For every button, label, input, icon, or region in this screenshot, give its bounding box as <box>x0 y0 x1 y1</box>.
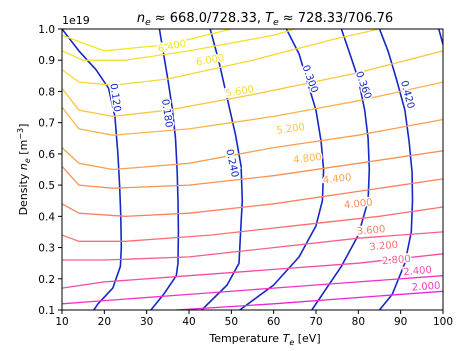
ne-contour-line-2.400 <box>62 253 443 289</box>
y-tick-label: 0.2 <box>38 274 55 286</box>
contour-label: 3.200 <box>369 240 398 253</box>
te-contour-line-0.420 <box>378 29 414 310</box>
ne-contour-line-5.600 <box>62 29 381 86</box>
contour-label: 6.000 <box>195 53 225 69</box>
axes-frame <box>61 28 444 311</box>
contour-label: 3.600 <box>356 224 385 237</box>
x-tick-label: 70 <box>309 316 322 328</box>
contour-label: 2.000 <box>411 281 440 294</box>
contour-label: 0.240 <box>223 148 240 178</box>
ne-contour-line-4.000 <box>62 150 443 189</box>
y-tick-label: 0.3 <box>38 243 55 255</box>
contour-lines <box>62 29 443 310</box>
ne-contour-line-4.800 <box>62 81 443 136</box>
te-contour-line-0.120 <box>62 29 123 310</box>
x-tick-label: 40 <box>182 316 195 328</box>
x-tick-label: 20 <box>98 316 111 328</box>
y-tick-label: 0.6 <box>38 149 55 161</box>
ne-contour-line <box>175 290 443 310</box>
y-tick-label: 0.4 <box>38 211 55 223</box>
contour-label: 2.400 <box>403 265 432 278</box>
y-tick-label: 0.7 <box>38 118 55 130</box>
ne-contour-line-3.200 <box>62 206 443 242</box>
contour-label: 0.120 <box>107 83 122 113</box>
te-contour-line-0.300 <box>239 29 325 310</box>
chart-title: ne ≈ 668.0/728.33, Te ≈ 728.33/706.76 <box>137 11 393 28</box>
x-tick-label: 30 <box>140 316 153 328</box>
te-contour-line-0.240 <box>200 29 244 310</box>
y-offset-label: 1e19 <box>62 14 90 27</box>
x-axis-label: Temperature Te [eV] <box>208 332 320 347</box>
contour-label: 2.800 <box>382 254 411 267</box>
x-tick-label: 80 <box>352 316 365 328</box>
x-tick-label: 50 <box>225 316 238 328</box>
contour-label: 4.000 <box>344 197 374 211</box>
te-contour-line-0.360 <box>311 29 371 310</box>
y-tick-label: 0.9 <box>38 55 55 67</box>
x-tick-label: 90 <box>394 316 407 328</box>
ne-contour-line-6.400 <box>62 29 232 52</box>
x-tick-label: 100 <box>433 316 453 328</box>
ne-contour-line-6.000 <box>62 29 296 61</box>
contour-label: 0.300 <box>300 64 320 95</box>
y-tick-label: 0.5 <box>38 180 55 192</box>
x-tick-label: 10 <box>55 316 68 328</box>
y-tick-label: 0.8 <box>38 86 55 98</box>
ne-contour-line-2.000 <box>62 275 443 305</box>
y-tick-label: 0.1 <box>38 305 55 317</box>
contour-label: 5.200 <box>276 122 306 137</box>
axis-ticks: 10 20 30 40 50 60 70 80 90 100 0.1 0.2 0.3 0.4 0.5 0.6 0… <box>38 24 453 328</box>
ne-contour-line-4.400 <box>62 118 443 171</box>
contour-label: 5.600 <box>225 84 255 99</box>
ne-contour-line-3.600 <box>62 178 443 217</box>
contour-label: 4.400 <box>322 172 352 186</box>
y-tick-label: 1.0 <box>38 24 55 36</box>
ne-contour-line-5.200 <box>62 50 443 118</box>
contour-label: 0.360 <box>353 70 373 101</box>
te-contour-line <box>438 29 443 46</box>
y-axis-label: Density ne [m−3] <box>16 124 32 216</box>
x-tick-label: 60 <box>267 316 280 328</box>
contour-label: 4.800 <box>293 152 323 166</box>
ne-contour-line-2.800 <box>62 231 443 261</box>
te-contour-line-0.180 <box>150 29 180 310</box>
